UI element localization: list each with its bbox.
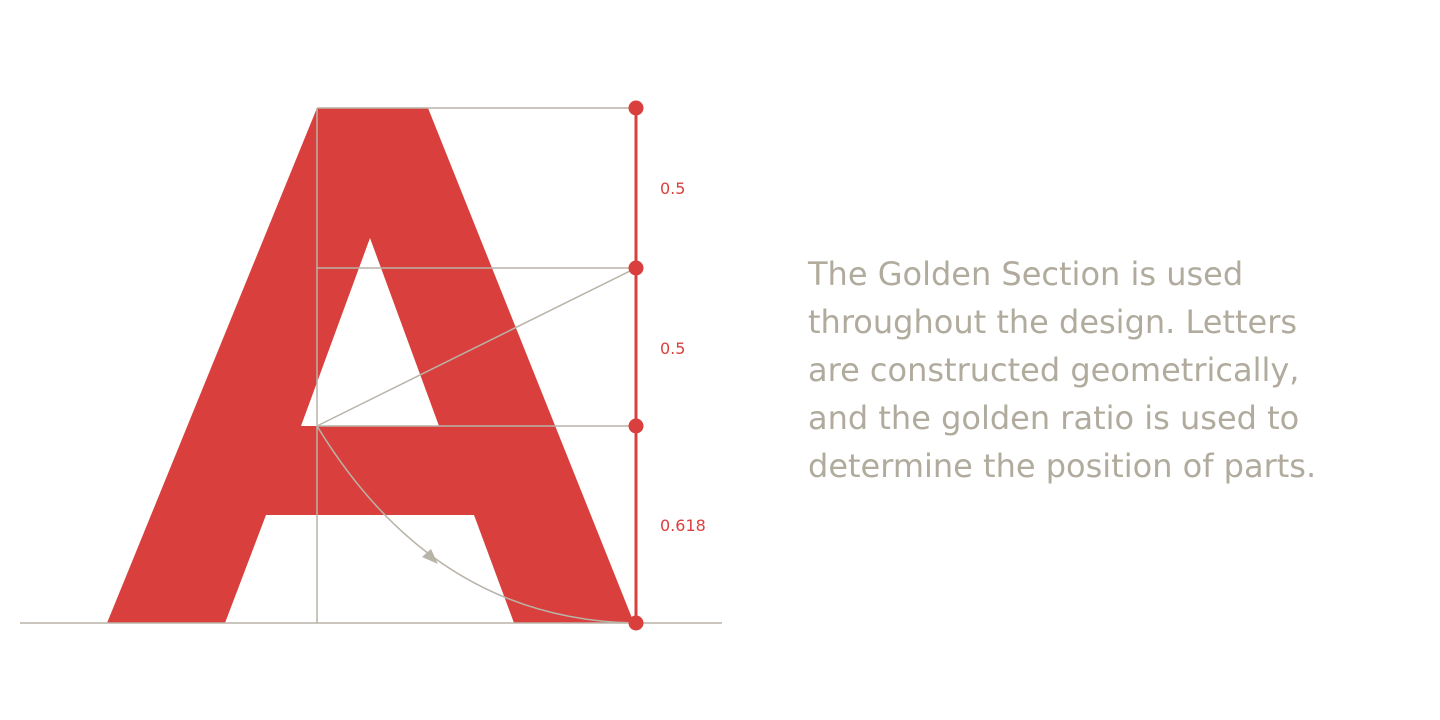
golden-arc-guide	[316, 425, 637, 624]
ratio-label-top: 0.5	[660, 179, 685, 198]
point-top	[628, 100, 644, 116]
point-crossbar	[628, 418, 644, 434]
description-line: determine the position of parts.	[808, 447, 1317, 485]
diagonal-guide	[316, 267, 637, 427]
description-line: throughout the design. Letters	[808, 303, 1298, 341]
ratio-label-bottom: 0.618	[660, 516, 706, 535]
point-upper-mid	[628, 260, 644, 276]
measurement-points	[628, 100, 644, 631]
description-line: are constructed geometrically,	[808, 351, 1300, 389]
golden-section-description: The Golden Section is used throughout th…	[808, 250, 1408, 490]
ratio-label-middle: 0.5	[660, 339, 685, 358]
arc-arrow-icon	[422, 549, 438, 564]
letter-a-shape	[107, 108, 634, 623]
point-baseline	[628, 615, 644, 631]
description-line: The Golden Section is used	[808, 255, 1244, 293]
description-line: and the golden ratio is used to	[808, 399, 1300, 437]
construction-guides	[20, 107, 722, 624]
